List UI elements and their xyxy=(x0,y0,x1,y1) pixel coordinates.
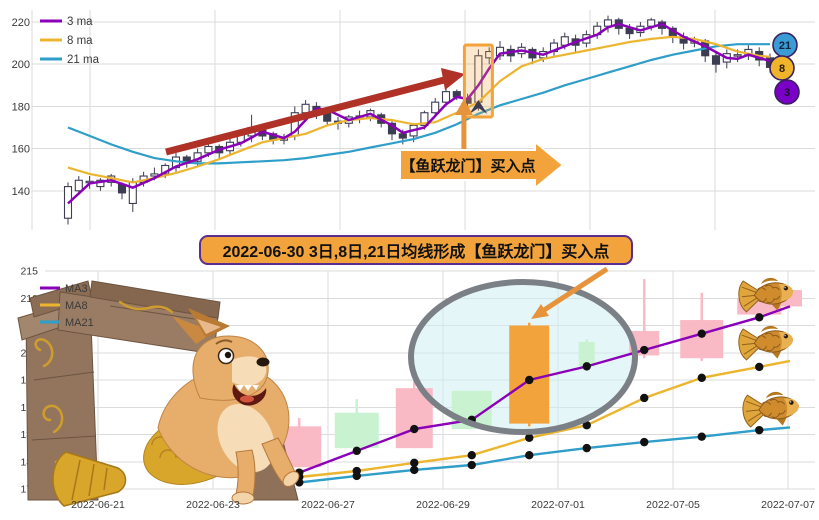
top-ma3-line xyxy=(67,22,771,205)
svg-text:2022-06-21: 2022-06-21 xyxy=(71,499,125,511)
svg-text:2022-07-07: 2022-07-07 xyxy=(761,499,815,511)
buy-point-callout-banner: 【鱼跃龙门】买入点 xyxy=(399,139,565,191)
svg-text:180: 180 xyxy=(12,101,30,113)
svg-text:MA8: MA8 xyxy=(65,300,88,312)
svg-text:220: 220 xyxy=(12,17,30,29)
buy-signal-marker xyxy=(469,100,488,114)
svg-text:215: 215 xyxy=(20,266,38,278)
signal-title-banner: 2022-06-30 3日,8日,21日均线形成【鱼跃龙门】买入点 xyxy=(199,235,633,265)
bottom-ma21-line xyxy=(299,426,791,484)
ma-badge-3: 3 xyxy=(774,79,800,105)
bottom-ma3-line xyxy=(298,305,791,474)
top-candlestick-chart: 220 200 180 160 140 【鱼跃龙门】买入点 21 8 3 3 ma 8 ma 21 m… xyxy=(12,10,815,230)
koi-fish-3 xyxy=(742,391,799,428)
svg-text:8 ma: 8 ma xyxy=(67,35,93,47)
svg-text:MA21: MA21 xyxy=(65,317,94,329)
koi-fish-2 xyxy=(738,325,793,361)
top-ma21-line xyxy=(67,43,770,165)
top-ma8-line xyxy=(67,35,771,184)
ma-badge-21: 21 xyxy=(772,32,798,58)
svg-text:2022-06-29: 2022-06-29 xyxy=(416,499,470,511)
bottom-ma-chart: 2152102052001951901851801752022-06-21202… xyxy=(17,266,815,511)
bottom-ma8-line xyxy=(299,359,791,479)
svg-text:MA3: MA3 xyxy=(65,283,88,295)
bottom-legend: MA3 MA8 MA21 xyxy=(40,283,94,329)
svg-text:3 ma: 3 ma xyxy=(67,16,93,28)
svg-text:2022-06-27: 2022-06-27 xyxy=(301,499,355,511)
koi-fish-1 xyxy=(738,277,793,313)
svg-text:200: 200 xyxy=(12,59,30,71)
pattern-highlight-ellipse xyxy=(408,279,638,435)
svg-text:2022-06-23: 2022-06-23 xyxy=(186,499,240,511)
svg-text:8: 8 xyxy=(779,63,785,75)
signal-title-text: 2022-06-30 3日,8日,21日均线形成【鱼跃龙门】买入点 xyxy=(222,244,610,261)
dog-fish-illustration xyxy=(52,308,300,507)
svg-text:2022-07-05: 2022-07-05 xyxy=(646,499,700,511)
top-legend: 3 ma 8 ma 21 ma xyxy=(40,16,100,66)
title-to-pattern-arrow xyxy=(531,266,609,319)
svg-text:【鱼跃龙门】买入点: 【鱼跃龙门】买入点 xyxy=(400,157,535,175)
svg-text:2022-07-01: 2022-07-01 xyxy=(531,499,585,511)
uptrend-arrow xyxy=(165,68,465,156)
svg-text:140: 140 xyxy=(12,186,30,198)
svg-text:3: 3 xyxy=(784,87,790,99)
ma-badge-8: 8 xyxy=(769,55,795,81)
top-y-axis-labels: 220 200 180 160 140 xyxy=(12,17,30,198)
bottom-x-axis-labels: 2022-06-21 2022-06-23 2022-06-27 2022-06-29… xyxy=(71,499,815,511)
breakout-candle-highlight-box xyxy=(462,43,494,119)
svg-text:21: 21 xyxy=(779,40,791,52)
svg-text:21 ma: 21 ma xyxy=(67,54,100,66)
top-candles-series xyxy=(63,15,775,225)
svg-text:160: 160 xyxy=(12,144,30,156)
callout-up-arrow xyxy=(454,99,473,150)
